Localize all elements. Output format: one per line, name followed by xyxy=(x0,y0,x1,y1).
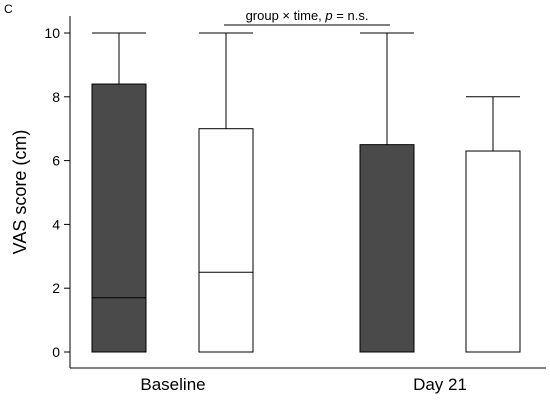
y-tick-label: 2 xyxy=(52,280,60,296)
category-label: Baseline xyxy=(140,375,205,394)
box-body xyxy=(91,83,147,353)
y-tick-label: 0 xyxy=(52,344,60,360)
annotation-text: group × time, p = n.s. xyxy=(246,8,369,23)
annotation-suffix: = n.s. xyxy=(333,8,369,23)
box-1 xyxy=(91,32,147,353)
y-axis-label: VAS score (cm) xyxy=(10,130,30,255)
box-body xyxy=(465,150,521,353)
panel-label: C xyxy=(4,2,13,16)
box-body xyxy=(359,144,415,353)
box-series xyxy=(91,32,521,353)
annotation-p-symbol: p xyxy=(324,8,332,23)
y-tick-label: 4 xyxy=(52,216,60,232)
annotation-prefix: group × time, xyxy=(246,8,326,23)
box-2 xyxy=(198,32,254,353)
box-3 xyxy=(359,32,415,353)
category-labels: Baseline Day 21 xyxy=(140,375,467,394)
box-4 xyxy=(465,96,521,353)
y-axis: 0 2 4 6 8 10 xyxy=(44,16,71,368)
y-tick-label: 10 xyxy=(44,25,60,41)
y-tick-label: 8 xyxy=(52,89,60,105)
annotation: group × time, p = n.s. xyxy=(224,8,390,26)
box-body xyxy=(198,128,254,353)
y-tick-label: 6 xyxy=(52,153,60,169)
category-label: Day 21 xyxy=(413,375,467,394)
